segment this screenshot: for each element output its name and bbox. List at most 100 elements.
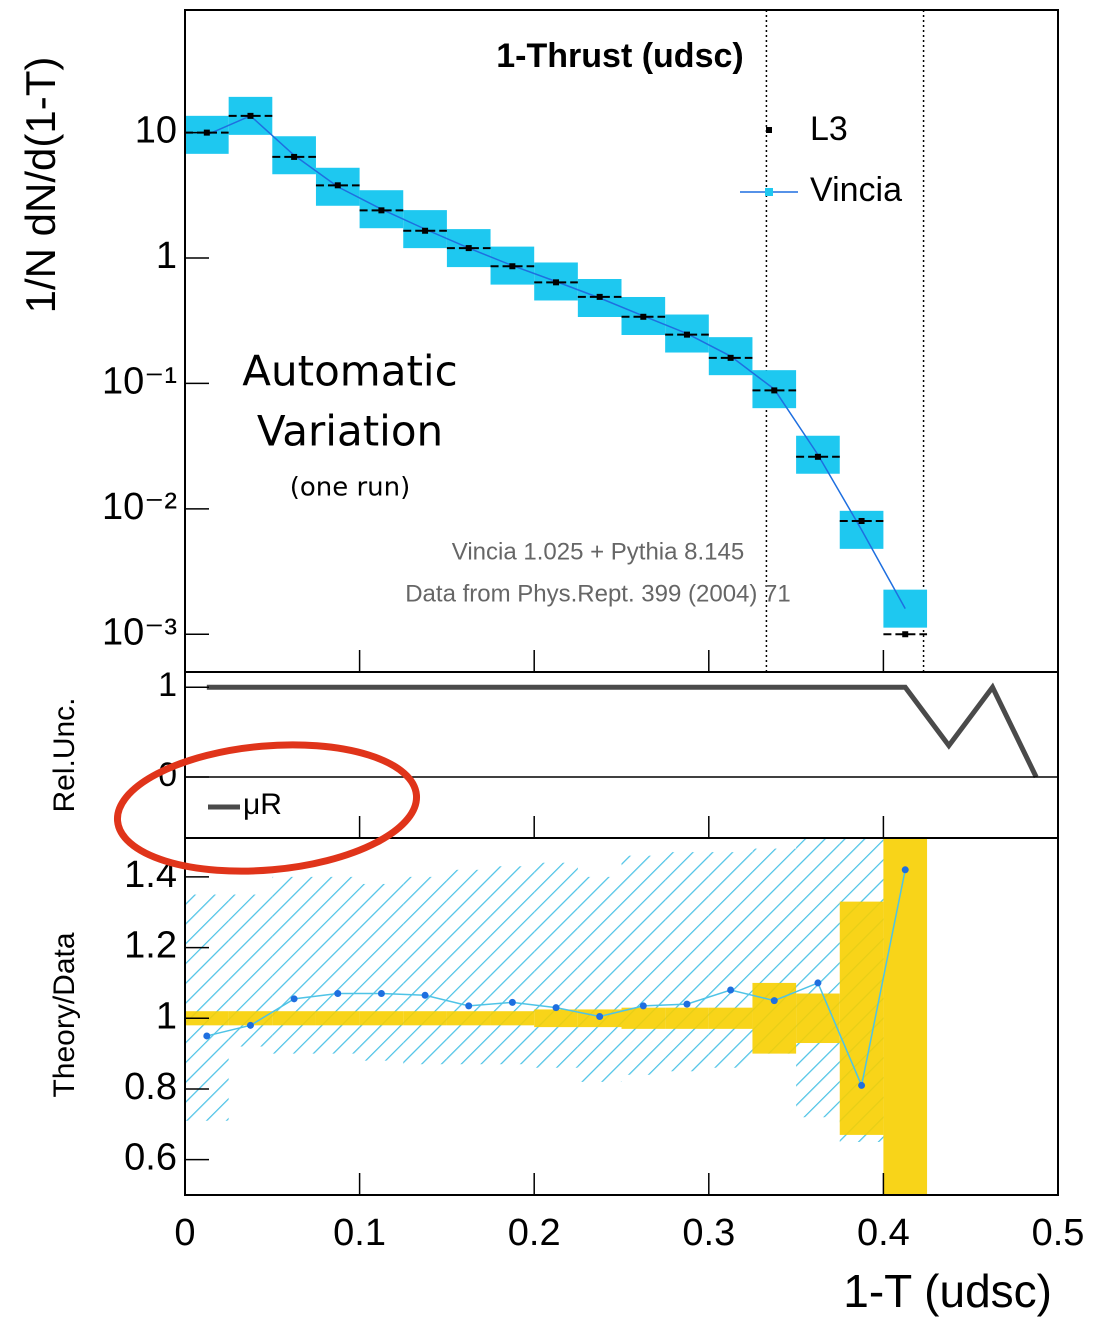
point <box>858 1081 866 1089</box>
y-tick-label: 10⁻² <box>102 486 177 528</box>
y-tick-label: 10 <box>135 110 177 152</box>
x-tick-label: 0.5 <box>1032 1212 1085 1254</box>
y-axis-label: Theory/Data <box>48 932 81 1097</box>
point <box>247 112 254 119</box>
theory-band <box>446 869 491 1065</box>
highlight-circle <box>113 741 421 875</box>
point <box>421 991 429 999</box>
data-band <box>315 1011 360 1026</box>
panel <box>185 10 928 672</box>
theory-band <box>315 876 360 1054</box>
y-axis-label: Rel.Unc. <box>48 697 81 812</box>
point <box>509 263 516 270</box>
y-tick-label: 1 <box>158 666 177 704</box>
line <box>206 682 1039 779</box>
point <box>290 995 298 1003</box>
point <box>814 979 822 987</box>
uncertainty-box <box>883 589 928 628</box>
y-tick-label: 10⁻¹ <box>102 360 177 402</box>
data-band <box>883 838 928 1195</box>
point <box>291 153 298 160</box>
panel <box>185 838 928 1195</box>
theory-band <box>534 862 578 1068</box>
panel <box>206 682 1039 779</box>
data-band <box>665 1007 709 1029</box>
point <box>553 279 560 286</box>
theory-band <box>665 852 709 1072</box>
data-band <box>534 1009 578 1028</box>
point <box>771 387 778 394</box>
point <box>770 997 778 1005</box>
point <box>639 1002 647 1010</box>
point <box>465 1002 473 1010</box>
x-tick-label: 0.2 <box>508 1212 561 1254</box>
data-band <box>359 1011 404 1026</box>
data-band <box>752 982 797 1054</box>
point <box>683 331 690 338</box>
point <box>858 517 865 524</box>
point <box>552 1004 560 1012</box>
data-band <box>708 1007 753 1029</box>
theory-band <box>185 894 229 1121</box>
point <box>640 313 647 320</box>
data-band <box>621 1007 666 1029</box>
theory-band <box>490 866 535 1065</box>
legend-marker <box>765 188 773 196</box>
data-band <box>228 1011 273 1026</box>
point <box>465 245 472 252</box>
theory-band <box>272 876 316 1054</box>
point <box>377 990 385 998</box>
point <box>422 227 429 234</box>
y-tick-label: 0.8 <box>124 1066 177 1108</box>
point <box>727 986 735 994</box>
y-axis-label: 1/N dN/d(1-T) <box>17 57 64 314</box>
point <box>814 453 821 460</box>
point <box>378 207 385 214</box>
plot-frame <box>184 9 1059 673</box>
point <box>902 631 909 638</box>
x-tick-label: 0.1 <box>333 1212 386 1254</box>
theory-band <box>621 855 666 1075</box>
point <box>727 354 734 361</box>
theory-band <box>577 876 622 1082</box>
point <box>683 1000 691 1008</box>
y-tick-label: 0.6 <box>124 1137 177 1179</box>
legend-label: μR <box>243 788 282 821</box>
x-axis-label: 1-T (udsc) <box>843 1265 1052 1317</box>
theory-band <box>403 876 447 1065</box>
theory-band <box>359 883 404 1061</box>
x-tick-label: 0.4 <box>857 1212 910 1254</box>
annotation: Variation <box>257 407 443 456</box>
data-band <box>272 1011 316 1026</box>
chart-title: 1-Thrust (udsc) <box>496 37 743 75</box>
data-band <box>403 1011 447 1026</box>
legend-marker <box>766 127 772 133</box>
data-band <box>446 1011 491 1026</box>
theory-band <box>796 838 840 1118</box>
y-tick-label: 1.2 <box>124 925 177 967</box>
y-tick-label: 10⁻³ <box>102 611 177 653</box>
point <box>596 293 603 300</box>
legend-label: Vincia <box>810 171 902 209</box>
annotation: Data from Phys.Rept. 399 (2004) 71 <box>405 580 791 607</box>
annotation: (one run) <box>290 473 411 503</box>
plot-frame <box>184 671 1059 839</box>
point <box>334 182 341 189</box>
point <box>901 866 909 874</box>
y-tick-label: 1 <box>156 995 177 1037</box>
annotation: Vincia 1.025 + Pythia 8.145 <box>452 538 744 565</box>
data-band <box>839 901 884 1135</box>
data-band <box>490 1011 535 1026</box>
x-tick-label: 0.3 <box>682 1212 735 1254</box>
point <box>246 1021 254 1029</box>
theory-band <box>708 852 753 1068</box>
point <box>203 1032 211 1040</box>
x-tick-label: 0 <box>174 1212 195 1254</box>
annotation: Automatic <box>242 347 457 396</box>
point <box>334 990 342 998</box>
legend-label: L3 <box>810 110 848 148</box>
point <box>596 1013 604 1020</box>
point <box>508 998 516 1006</box>
